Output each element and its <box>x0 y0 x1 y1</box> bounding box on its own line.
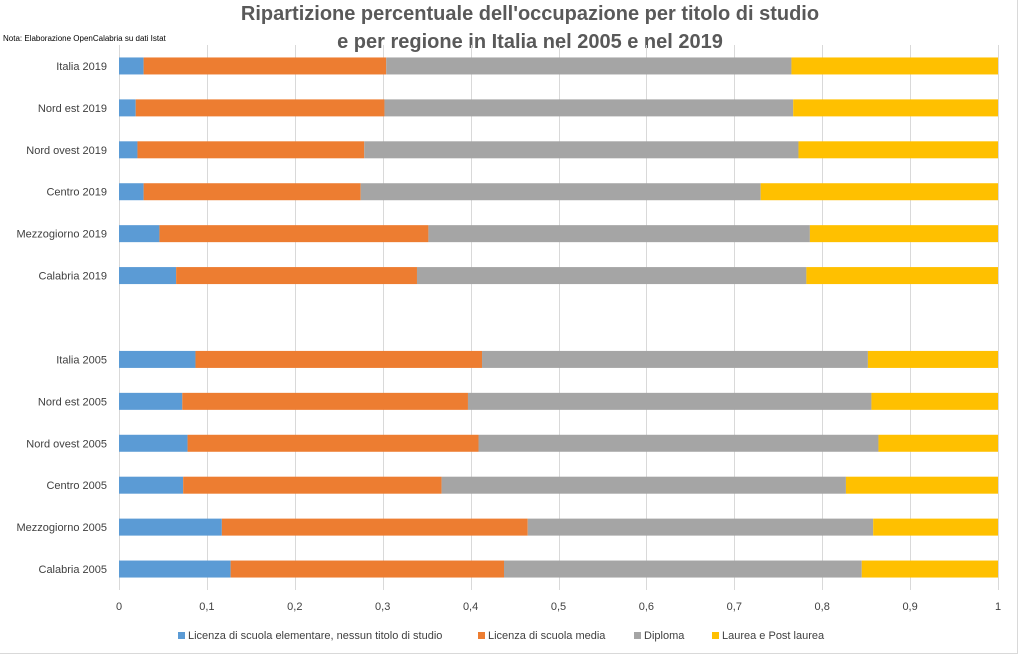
legend-label: Licenza di scuola elementare, nessun tit… <box>188 630 442 642</box>
bar-segment <box>878 434 998 452</box>
bar-segment <box>119 518 222 536</box>
legend-label: Laurea e Post laurea <box>722 630 825 642</box>
bar-segment <box>119 476 184 494</box>
bar-segment <box>467 392 872 410</box>
legend-swatch <box>178 632 185 639</box>
bar-segment <box>845 476 998 494</box>
bar-segment <box>119 99 136 117</box>
bar-segment <box>221 518 528 536</box>
bar-segment <box>873 518 998 536</box>
bar-segment <box>119 57 144 75</box>
bars <box>119 57 998 578</box>
bar-segment <box>119 392 183 410</box>
bar-segment <box>871 392 998 410</box>
category-label: Nord est 2019 <box>38 103 107 115</box>
bar-segment <box>428 225 810 243</box>
x-tick-label: 0,1 <box>199 601 214 613</box>
x-tick-label: 0 <box>116 601 122 613</box>
source-note: Nota: Elaborazione OpenCalabria su dati … <box>3 34 167 43</box>
x-tick-label: 0,5 <box>551 601 566 613</box>
category-label: Nord ovest 2019 <box>26 145 107 157</box>
bar-segment <box>187 434 479 452</box>
category-label: Mezzogiorno 2019 <box>16 229 107 241</box>
bar-segment <box>230 560 505 578</box>
chart-title-line-1: Ripartizione percentuale dell'occupazion… <box>241 3 819 25</box>
bar-segment <box>195 350 483 368</box>
bar-segment <box>176 267 417 285</box>
bar-segment <box>183 476 442 494</box>
bar-segment <box>791 57 998 75</box>
bar-segment <box>504 560 862 578</box>
bar-segment <box>760 183 998 201</box>
bar-segment <box>119 225 160 243</box>
bar-segment <box>137 141 365 159</box>
legend: Licenza di scuola elementare, nessun tit… <box>178 630 825 642</box>
category-label: Italia 2005 <box>56 354 107 366</box>
bar-segment <box>478 434 879 452</box>
bar-segment <box>143 183 361 201</box>
bar-segment <box>119 350 196 368</box>
category-label: Centro 2019 <box>46 187 107 199</box>
bar-segment <box>119 434 188 452</box>
x-tick-label: 0,6 <box>639 601 654 613</box>
bar-segment <box>793 99 998 117</box>
x-tick-label: 1 <box>995 601 1001 613</box>
bar-segment <box>119 141 138 159</box>
category-label: Calabria 2005 <box>39 564 108 576</box>
legend-swatch <box>634 632 641 639</box>
bar-segment <box>159 225 429 243</box>
bar-segment <box>119 560 231 578</box>
category-label: Mezzogiorno 2005 <box>16 522 107 534</box>
category-label: Centro 2005 <box>46 480 107 492</box>
x-axis-tick-labels: 0 0,1 0,2 0,3 0,4 0,5 0,6 0,7 0,8 0,9 1 <box>116 601 1001 613</box>
legend-label: Diploma <box>644 630 685 642</box>
bar-segment <box>482 350 868 368</box>
gridlines <box>119 45 999 590</box>
x-tick-label: 0,4 <box>463 601 478 613</box>
bar-segment <box>384 99 794 117</box>
bar-segment <box>119 267 177 285</box>
bar-segment <box>119 183 144 201</box>
x-tick-label: 0,8 <box>815 601 830 613</box>
legend-swatch <box>478 632 485 639</box>
category-label: Nord ovest 2005 <box>26 438 107 450</box>
bar-segment <box>441 476 846 494</box>
bar-segment <box>806 267 998 285</box>
bar-segment <box>182 392 468 410</box>
bar-segment <box>867 350 998 368</box>
bar-segment <box>527 518 874 536</box>
category-labels: Italia 2019 Nord est 2019 Nord ovest 2019 C… <box>16 61 107 576</box>
bar-segment <box>386 57 792 75</box>
x-tick-label: 0,9 <box>902 601 917 613</box>
category-label: Nord est 2005 <box>38 396 107 408</box>
bar-segment <box>416 267 807 285</box>
legend-swatch <box>712 632 719 639</box>
bar-segment <box>809 225 998 243</box>
category-label: Calabria 2019 <box>39 271 108 283</box>
x-tick-label: 0,7 <box>727 601 742 613</box>
bar-segment <box>360 183 761 201</box>
bar-segment <box>798 141 998 159</box>
bar-segment <box>143 57 387 75</box>
bar-segment <box>135 99 385 117</box>
legend-label: Licenza di scuola media <box>488 630 606 642</box>
x-tick-label: 0,3 <box>375 601 390 613</box>
x-tick-label: 0,2 <box>287 601 302 613</box>
chart-title-line-2: e per regione in Italia nel 2005 e nel 2… <box>337 31 723 53</box>
category-label: Italia 2019 <box>56 61 107 73</box>
bar-segment <box>861 560 998 578</box>
bar-segment <box>364 141 799 159</box>
